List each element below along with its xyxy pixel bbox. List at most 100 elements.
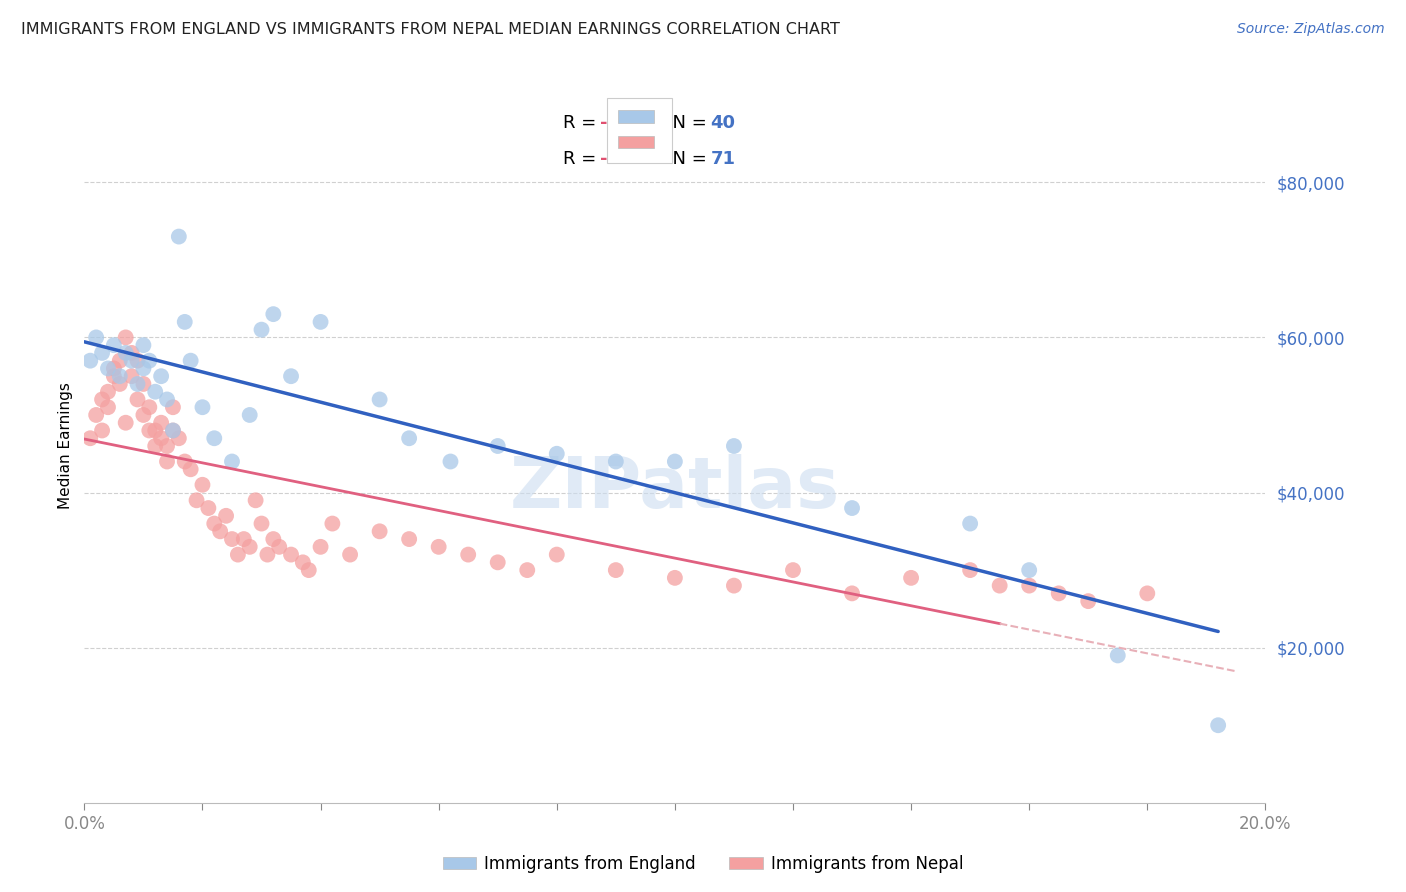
Point <box>197 501 219 516</box>
Point <box>1047 586 1070 600</box>
Point <box>841 586 863 600</box>
Point <box>221 454 243 468</box>
Point <box>232 532 254 546</box>
Point <box>664 454 686 468</box>
Point <box>121 369 143 384</box>
Text: N =: N = <box>661 114 713 132</box>
Point <box>1018 563 1040 577</box>
Point <box>132 361 155 376</box>
Point <box>108 369 131 384</box>
Point <box>84 330 107 344</box>
Text: -0.438: -0.438 <box>600 150 665 168</box>
Point <box>167 229 190 244</box>
Point <box>167 431 190 445</box>
Point <box>108 376 131 391</box>
Point <box>723 439 745 453</box>
Point <box>143 384 166 399</box>
Legend: , : , <box>607 98 672 163</box>
Point <box>841 501 863 516</box>
Point <box>103 369 125 384</box>
Point <box>191 477 214 491</box>
Point <box>280 369 302 384</box>
Point <box>368 524 391 539</box>
Point <box>782 563 804 577</box>
Legend: Immigrants from England, Immigrants from Nepal: Immigrants from England, Immigrants from… <box>436 848 970 880</box>
Point <box>150 431 173 445</box>
Point <box>280 548 302 562</box>
Text: N =: N = <box>661 150 713 168</box>
Point <box>132 376 155 391</box>
Point <box>138 353 160 368</box>
Point <box>156 392 179 407</box>
Point <box>132 338 155 352</box>
Point <box>121 346 143 360</box>
Point <box>127 376 149 391</box>
Point <box>1136 586 1159 600</box>
Point <box>605 454 627 468</box>
Point <box>127 392 149 407</box>
Point <box>162 401 184 415</box>
Point <box>162 424 184 438</box>
Point <box>108 353 131 368</box>
Point <box>959 563 981 577</box>
Point <box>605 563 627 577</box>
Point <box>486 555 509 569</box>
Point <box>245 493 267 508</box>
Point <box>180 462 202 476</box>
Point <box>186 493 208 508</box>
Point <box>156 439 179 453</box>
Point <box>202 431 225 445</box>
Point <box>143 424 166 438</box>
Point <box>97 401 120 415</box>
Point <box>114 416 136 430</box>
Point <box>1077 594 1099 608</box>
Point <box>138 424 160 438</box>
Point <box>546 548 568 562</box>
Point <box>1018 579 1040 593</box>
Point <box>215 508 238 523</box>
Point <box>250 516 273 531</box>
Text: 40: 40 <box>710 114 735 132</box>
Point <box>173 315 195 329</box>
Point <box>150 369 173 384</box>
Text: -0.604: -0.604 <box>600 114 665 132</box>
Point <box>664 571 686 585</box>
Point <box>959 516 981 531</box>
Point <box>209 524 232 539</box>
Text: R =: R = <box>562 150 602 168</box>
Point <box>900 571 922 585</box>
Point <box>121 353 143 368</box>
Point <box>486 439 509 453</box>
Point <box>262 307 284 321</box>
Text: 71: 71 <box>710 150 735 168</box>
Point <box>79 431 101 445</box>
Point <box>226 548 249 562</box>
Text: R =: R = <box>562 114 602 132</box>
Point <box>309 315 332 329</box>
Point <box>91 424 114 438</box>
Point <box>127 353 149 368</box>
Point <box>221 532 243 546</box>
Point <box>321 516 343 531</box>
Point <box>91 346 114 360</box>
Point <box>103 338 125 352</box>
Point <box>1206 718 1229 732</box>
Point <box>457 548 479 562</box>
Point <box>723 579 745 593</box>
Point <box>262 532 284 546</box>
Y-axis label: Median Earnings: Median Earnings <box>58 383 73 509</box>
Point <box>79 353 101 368</box>
Point <box>114 330 136 344</box>
Point <box>239 408 262 422</box>
Point <box>398 431 420 445</box>
Point <box>516 563 538 577</box>
Point <box>143 439 166 453</box>
Point <box>180 353 202 368</box>
Point <box>250 323 273 337</box>
Text: ZIPatlas: ZIPatlas <box>510 454 839 524</box>
Point <box>138 401 160 415</box>
Point <box>97 384 120 399</box>
Point <box>339 548 361 562</box>
Point <box>91 392 114 407</box>
Text: Source: ZipAtlas.com: Source: ZipAtlas.com <box>1237 22 1385 37</box>
